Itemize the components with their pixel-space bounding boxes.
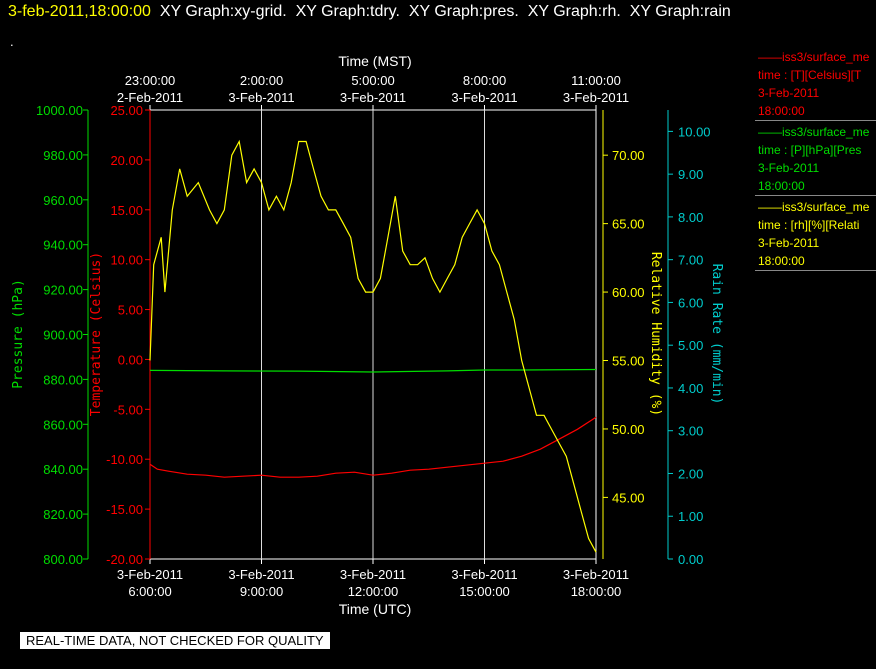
header-timestamp: 3-feb-2011,18:00:00 [8,3,151,20]
x-bottom-tick-date: 3-Feb-2011 [228,567,294,582]
quality-warning-banner: REAL-TIME DATA, NOT CHECKED FOR QUALITY [20,632,330,649]
rh-tick-label: 70.00 [612,148,645,163]
pressure-axis-label: Pressure (hPa) [11,279,26,389]
rain-axis-label: Rain Rate (mm/min) [709,264,724,405]
series-group [149,139,597,553]
series-line-T [149,416,597,478]
temperature-tick-label: -15.00 [106,502,143,517]
header-title: 3-feb-2011,18:00:00 XY Graph:xy-grid. XY… [8,3,731,21]
temperature-tick-label: 10.00 [110,253,143,268]
x-bottom-tick-time: 18:00:00 [571,584,622,599]
rain-tick-label: 1.00 [678,509,703,524]
rain-tick-label: 7.00 [678,253,703,268]
temperature-tick-label: 0.00 [118,352,143,367]
x-top-tick-date: 3-Feb-2011 [340,90,406,105]
legend-source: ——iss3/surface_me [758,200,870,214]
grid-lines [261,110,485,559]
legend-source: ——iss3/surface_me [758,50,870,64]
x-top-tick-time: 11:00:00 [571,73,621,88]
temperature-tick-label: 15.00 [110,203,143,218]
temperature-tick-label: 20.00 [110,153,143,168]
legend-date: 3-Feb-2011 [758,236,820,250]
legend-item-pressure[interactable]: ——iss3/surface_me time : [P][hPa][Pres 3… [755,123,876,196]
pressure-tick-label: 800.00 [43,552,83,567]
pressure-tick-label: 980.00 [43,148,83,163]
x-bottom-tick-time: 9:00:00 [240,584,283,599]
header-dot: . [10,34,14,49]
legend-source: ——iss3/surface_me [758,125,870,139]
pressure-tick-label: 1000.00 [36,103,83,118]
temperature-tick-label: -5.00 [113,402,143,417]
x-top-tick-time: 2:00:00 [240,73,283,88]
rh-tick-label: 50.00 [612,422,645,437]
temperature-tick-label: -10.00 [106,452,143,467]
legend-item-temperature[interactable]: ——iss3/surface_me time : [T][Celsius][T … [755,48,876,121]
rain-tick-label: 10.00 [678,124,711,139]
x-top-tick-date: 3-Feb-2011 [228,90,294,105]
x-bottom-tick-date: 3-Feb-2011 [563,567,629,582]
x-top-tick-time: 5:00:00 [351,73,394,88]
legend-time: 18:00:00 [758,254,805,268]
legend-variable: time : [rh][%][Relati [758,218,860,232]
legend-date: 3-Feb-2011 [758,86,820,100]
pressure-tick-label: 860.00 [43,417,83,432]
pressure-tick-label: 940.00 [43,238,83,253]
pressure-tick-label: 840.00 [43,462,83,477]
x-bottom-tick-time: 6:00:00 [128,584,171,599]
x-bottom-tick-date: 3-Feb-2011 [117,567,183,582]
legend-time: 18:00:00 [758,179,805,193]
x-top-tick-time: 8:00:00 [463,73,506,88]
x-bottom-tick-date: 3-Feb-2011 [451,567,517,582]
legend-date: 3-Feb-2011 [758,161,820,175]
x-top-tick-date: 2-Feb-2011 [117,90,183,105]
pressure-tick-label: 820.00 [43,507,83,522]
graph-title-tdry: XY Graph:tdry. [295,3,400,20]
rh-tick-label: 65.00 [612,217,645,232]
x-top-tick-time: 23:00:00 [125,73,176,88]
temperature-tick-label: 5.00 [118,303,143,318]
legend: ——iss3/surface_me time : [T][Celsius][T … [755,48,876,273]
rain-tick-label: 5.00 [678,338,703,353]
rh-tick-label: 45.00 [612,490,645,505]
rain-tick-label: 9.00 [678,167,703,182]
legend-variable: time : [T][Celsius][T [758,68,862,82]
graph-title-pres: XY Graph:pres. [408,3,519,20]
rain-tick-label: 0.00 [678,552,703,567]
legend-time: 18:00:00 [758,104,805,118]
series-line-P [149,368,597,373]
x-bottom-axis-label: Time (UTC) [339,601,412,617]
legend-variable: time : [P][hPa][Pres [758,143,862,157]
temperature-tick-label: -20.00 [106,552,143,567]
x-top-tick-date: 3-Feb-2011 [563,90,629,105]
pressure-tick-label: 880.00 [43,372,83,387]
pressure-tick-label: 960.00 [43,193,83,208]
x-top-axis-label: Time (MST) [338,53,411,69]
rain-tick-label: 4.00 [678,381,703,396]
rain-tick-label: 8.00 [678,210,703,225]
rain-tick-label: 2.00 [678,466,703,481]
x-bottom-tick-time: 12:00:00 [348,584,399,599]
series-line-rh [149,139,597,553]
x-top-tick-date: 3-Feb-2011 [451,90,517,105]
graph-title-xy-grid: XY Graph:xy-grid. [159,3,287,20]
legend-item-rh[interactable]: ——iss3/surface_me time : [rh][%][Relati … [755,198,876,271]
temperature-axis-label: Temperature (Celsius) [89,252,104,416]
rh-tick-label: 55.00 [612,354,645,369]
axes-group: 3-Feb-2011 6:00:00 3-Feb-2011 9:00:00 3-Feb-… [36,73,711,599]
pressure-tick-label: 920.00 [43,283,83,298]
rain-tick-label: 6.00 [678,295,703,310]
graph-title-rh: XY Graph:rh. [527,3,621,20]
rh-tick-label: 60.00 [612,285,645,300]
pressure-tick-label: 900.00 [43,328,83,343]
x-bottom-tick-time: 15:00:00 [459,584,510,599]
graph-title-rain: XY Graph:rain [629,3,731,20]
rain-tick-label: 3.00 [678,424,703,439]
x-bottom-tick-date: 3-Feb-2011 [340,567,406,582]
rh-axis-label: Relative Humidity (%) [648,252,663,416]
temperature-tick-label: 25.00 [110,103,143,118]
